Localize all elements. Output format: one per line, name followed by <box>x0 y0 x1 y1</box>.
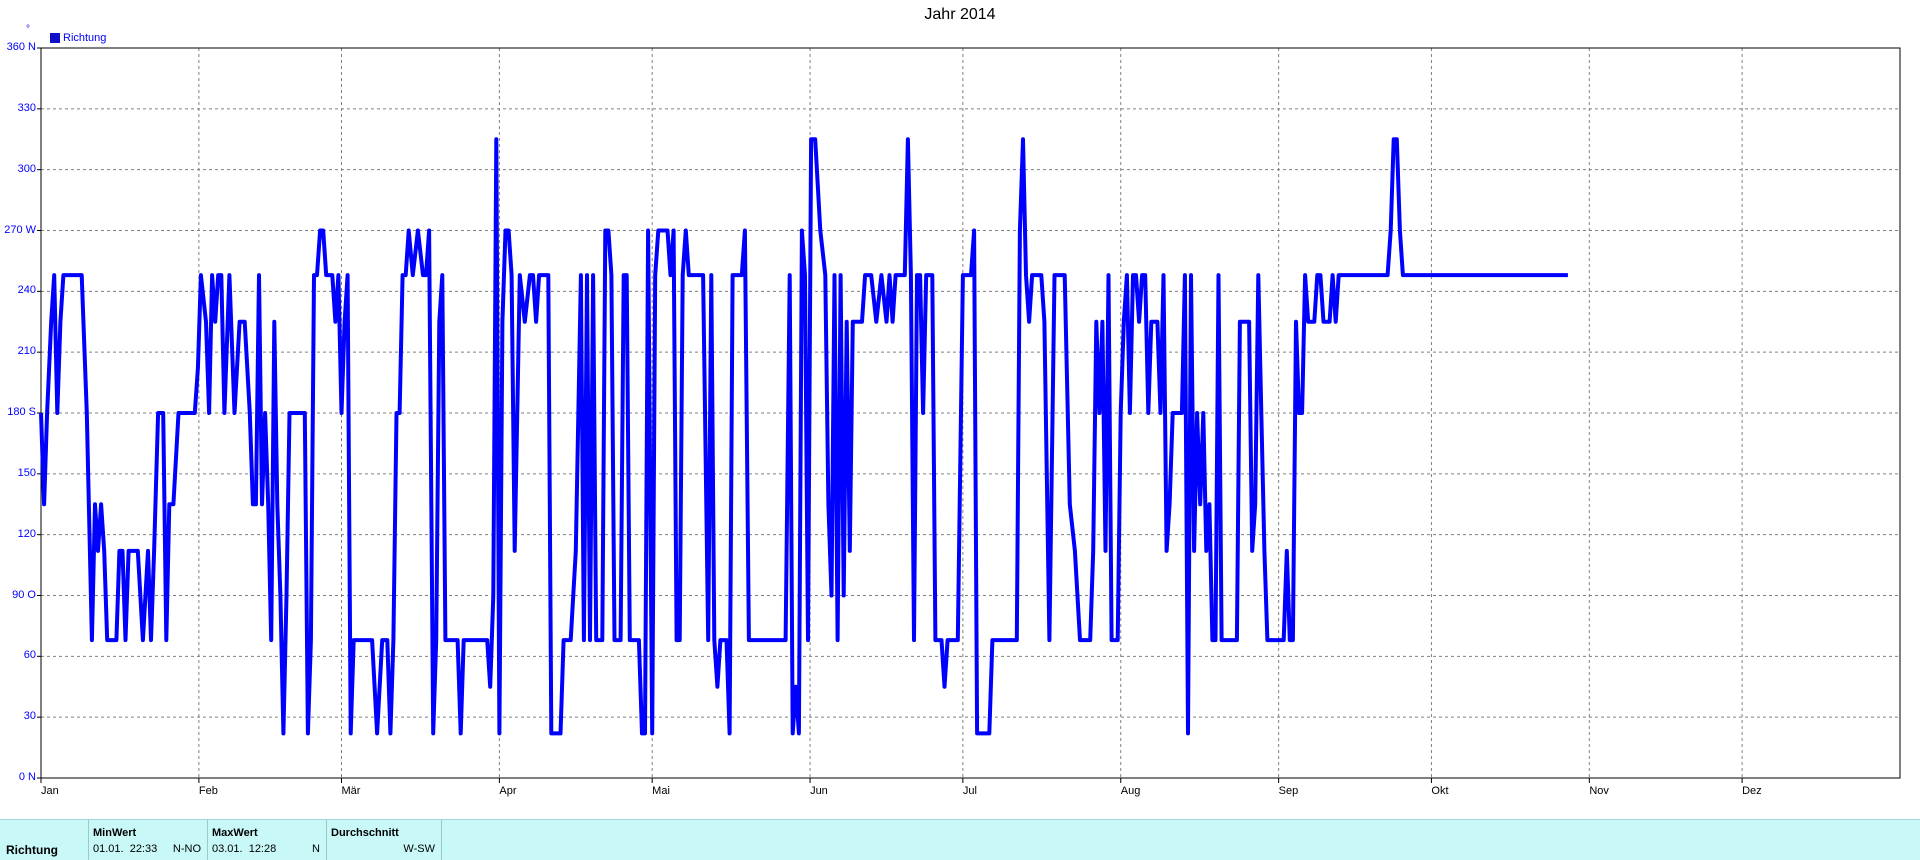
x-tick-label: Nov <box>1589 785 1609 797</box>
stats-avg-cell: Durchschnitt W-SW <box>327 820 442 860</box>
stats-max-datetime: 03.01. 12:28 <box>212 843 277 855</box>
stats-min-cell: MinWert 01.01. 22:33 N-NO <box>89 820 208 860</box>
stats-max-cell: MaxWert 03.01. 12:28 N <box>208 820 327 860</box>
y-tick-label: 180 S <box>7 406 36 418</box>
x-tick-label: Mai <box>652 785 670 797</box>
chart-canvas <box>37 47 1901 783</box>
x-tick-label: Mär <box>341 785 361 797</box>
y-tick-label: 360 N <box>6 41 36 53</box>
legend-swatch-richtung <box>50 33 60 43</box>
stats-row-label-cell: Richtung <box>0 820 89 860</box>
y-unit-label: ° <box>26 24 30 35</box>
x-tick-label: Dez <box>1742 785 1762 797</box>
stats-min-value: N-NO <box>172 843 201 855</box>
stats-avg-header: Durchschnitt <box>331 827 399 839</box>
y-tick-label: 30 <box>23 710 36 723</box>
y-tick-label: 300 <box>17 162 36 175</box>
y-tick-label: 330 <box>17 101 36 114</box>
x-tick-label: Feb <box>198 785 218 797</box>
stats-max-value: N <box>312 843 320 855</box>
stats-max-header: MaxWert <box>212 827 258 839</box>
series-line-richtung <box>39 137 1568 736</box>
chart-title: Jahr 2014 <box>924 6 996 23</box>
y-tick-label: 60 <box>23 649 36 662</box>
x-tick-label: Jan <box>41 785 59 797</box>
y-tick-label: 120 <box>17 527 36 540</box>
stats-panel: Richtung MinWert 01.01. 22:33 N-NO MaxWe… <box>0 819 1920 860</box>
x-tick-label: Sep <box>1278 785 1299 797</box>
stats-row-label: Richtung <box>6 843 58 857</box>
y-tick-label: 150 <box>17 466 36 479</box>
legend: Richtung <box>50 32 106 44</box>
legend-label-richtung: Richtung <box>63 32 107 44</box>
x-tick-label: Okt <box>1431 785 1449 797</box>
stats-min-datetime: 01.01. 22:33 <box>93 843 158 855</box>
x-tick-label: Jun <box>810 785 828 797</box>
x-tick-label: Aug <box>1120 785 1141 797</box>
y-tick-label: 0 N <box>18 771 36 783</box>
tick-marks <box>37 47 1743 783</box>
stats-avg-value: W-SW <box>403 843 435 855</box>
x-tick-label: Apr <box>499 785 517 797</box>
x-tick-label: Jul <box>962 785 977 797</box>
y-tick-label: 270 W <box>4 223 36 236</box>
y-tick-label: 240 <box>17 284 36 297</box>
grid-lines <box>41 48 1900 778</box>
y-tick-label: 90 O <box>12 588 36 601</box>
y-tick-label: 210 <box>17 345 36 358</box>
stats-min-header: MinWert <box>93 827 137 839</box>
